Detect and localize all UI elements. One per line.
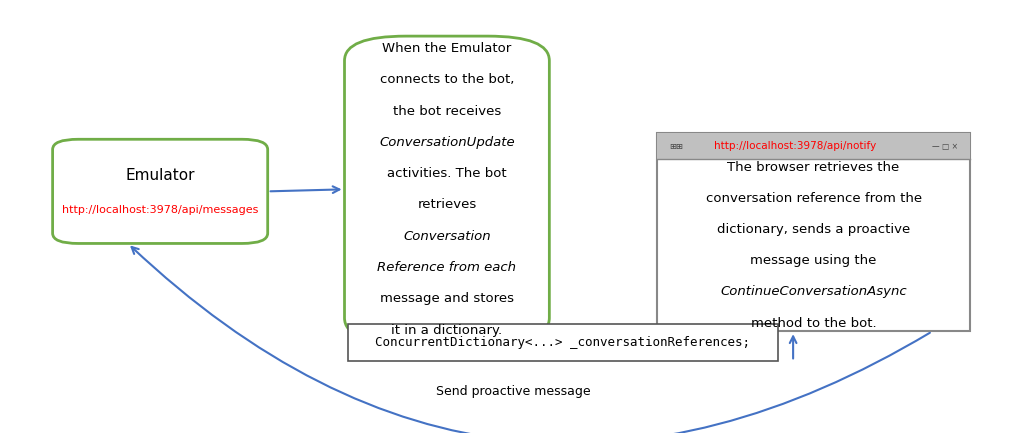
Text: ConcurrentDictionary<...> _conversationReferences;: ConcurrentDictionary<...> _conversationR… xyxy=(375,336,750,349)
Text: message using the: message using the xyxy=(751,254,877,267)
Text: Reference from each: Reference from each xyxy=(378,261,517,274)
Text: connects to the bot,: connects to the bot, xyxy=(380,73,515,86)
Text: http://localhost:3978/api/messages: http://localhost:3978/api/messages xyxy=(62,205,259,215)
Text: http://localhost:3978/api/notify: http://localhost:3978/api/notify xyxy=(714,141,876,151)
Text: Conversation: Conversation xyxy=(404,230,491,243)
Text: Send proactive message: Send proactive message xyxy=(436,385,591,398)
Text: message and stores: message and stores xyxy=(380,292,514,305)
Text: the bot receives: the bot receives xyxy=(392,104,501,117)
Text: method to the bot.: method to the bot. xyxy=(751,317,876,330)
FancyBboxPatch shape xyxy=(657,133,969,159)
Text: conversation reference from the: conversation reference from the xyxy=(706,192,921,205)
FancyBboxPatch shape xyxy=(344,36,549,343)
FancyBboxPatch shape xyxy=(347,324,777,361)
Text: it in a dictionary.: it in a dictionary. xyxy=(391,324,502,337)
Text: ⊞⊞: ⊞⊞ xyxy=(669,142,683,151)
FancyBboxPatch shape xyxy=(657,133,969,331)
Text: Emulator: Emulator xyxy=(125,168,195,183)
Text: The browser retrieves the: The browser retrieves the xyxy=(727,161,900,174)
Text: ContinueConversationAsync: ContinueConversationAsync xyxy=(720,285,907,298)
Text: dictionary, sends a proactive: dictionary, sends a proactive xyxy=(717,223,910,236)
Text: When the Emulator: When the Emulator xyxy=(382,42,511,55)
Text: retrieves: retrieves xyxy=(417,198,477,211)
FancyBboxPatch shape xyxy=(52,139,268,243)
Text: ConversationUpdate: ConversationUpdate xyxy=(379,136,515,149)
Text: — □ ×: — □ × xyxy=(931,142,957,151)
Text: activities. The bot: activities. The bot xyxy=(387,167,506,180)
